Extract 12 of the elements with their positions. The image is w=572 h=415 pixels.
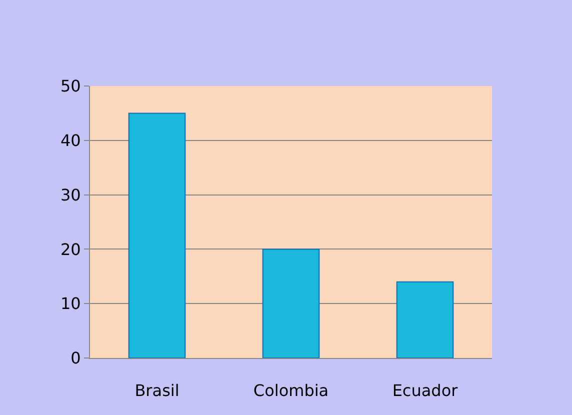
bar (128, 112, 186, 358)
y-tick-label: 10 (60, 294, 81, 314)
x-tick-label: Colombia (253, 381, 329, 400)
x-tick-label: Brasil (134, 381, 180, 400)
bar (396, 281, 454, 358)
x-tick-label: Ecuador (392, 381, 458, 400)
y-tick-label: 40 (60, 131, 81, 150)
y-tick-label: 30 (60, 185, 81, 204)
y-tick-label: 50 (60, 76, 81, 96)
bar (262, 248, 320, 358)
y-tick-label: 0 (70, 348, 81, 368)
y-tick-label: 20 (60, 240, 81, 259)
